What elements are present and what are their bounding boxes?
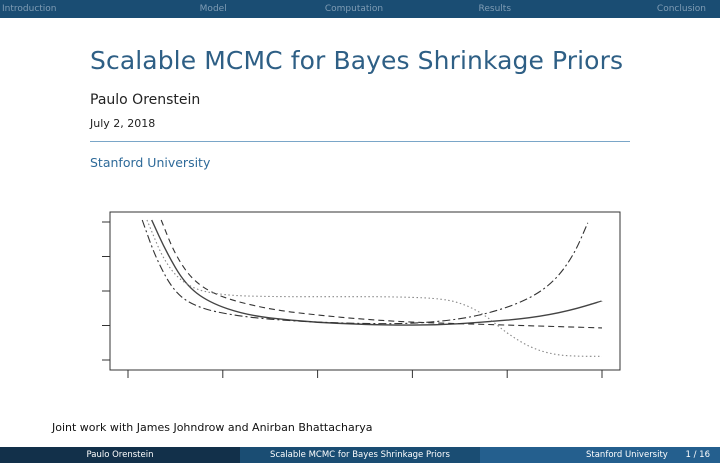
footer-title-text: Scalable MCMC for Bayes Shrinkage Priors — [270, 450, 450, 460]
curve-dashdot — [141, 219, 589, 325]
footer-page-number: 1 / 16 — [685, 450, 711, 460]
nav-item-results[interactable]: Results — [478, 4, 512, 14]
shrinkage-plot — [102, 211, 621, 378]
plot-frame — [109, 211, 621, 371]
footer-institute-text: Stanford University — [586, 450, 668, 460]
plot-curves — [141, 219, 603, 357]
nav-item-introduction[interactable]: Introduction — [2, 4, 57, 14]
joint-work-note: Joint work with James Johndrow and Anirb… — [52, 421, 373, 434]
nav-item-computation[interactable]: Computation — [324, 4, 384, 14]
curve-solid — [151, 219, 603, 326]
footer-title: Scalable MCMC for Bayes Shrinkage Priors — [240, 447, 480, 463]
footer-author-text: Paulo Orenstein — [86, 450, 154, 460]
slide-footer: Paulo Orenstein Scalable MCMC for Bayes … — [0, 447, 720, 463]
footer-institute: Stanford University 1 / 16 — [480, 447, 720, 463]
x-axis-ticks — [127, 370, 603, 378]
title-divider — [90, 141, 630, 142]
slide-date: July 2, 2018 — [90, 117, 156, 130]
y-axis-ticks — [102, 221, 110, 361]
slide-institute: Stanford University — [90, 155, 211, 170]
footer-author: Paulo Orenstein — [0, 447, 240, 463]
nav-item-conclusion[interactable]: Conclusion — [656, 4, 706, 14]
nav-item-model[interactable]: Model — [199, 4, 227, 14]
section-navbar: Introduction Model Computation Results C… — [0, 0, 720, 18]
curve-dashed — [160, 219, 603, 329]
curve-dotted — [146, 219, 602, 357]
slide-title: Scalable MCMC for Bayes Shrinkage Priors — [90, 46, 624, 75]
slide-author: Paulo Orenstein — [90, 92, 201, 108]
